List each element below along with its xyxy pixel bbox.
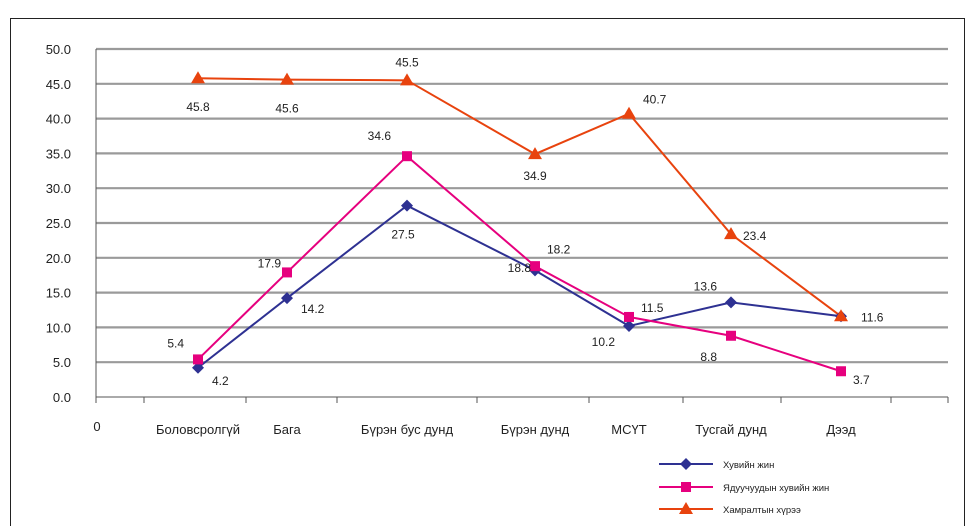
y-tick-label: 15.0 (46, 286, 71, 301)
data-point-series-1 (281, 292, 293, 305)
y-tick-label: 25.0 (46, 216, 71, 231)
legend-marker-3 (679, 502, 693, 514)
y-tick-label: 50.0 (46, 42, 71, 57)
legend-label: Ядуучуудын хувийн жин (723, 483, 829, 494)
line-chart: 0.0 5.0 10.0 15.0 20.0 25.0 30.0 35.0 40.0 45.0 50… (46, 42, 949, 516)
y-tick-label: 35.0 (46, 146, 71, 161)
data-label: 10.2 (592, 335, 616, 349)
data-point-series-3 (724, 227, 738, 240)
data-label: 23.4 (743, 229, 767, 243)
data-point-series-1 (401, 199, 413, 212)
data-label: 45.5 (395, 55, 419, 69)
data-point-series-2 (836, 366, 846, 377)
data-label: 34.9 (523, 169, 547, 183)
data-point-series-3 (191, 71, 205, 84)
data-point-series-3 (528, 147, 542, 160)
data-point-series-3 (400, 73, 414, 86)
data-point-series-2 (624, 311, 634, 322)
data-label: 5.4 (167, 336, 184, 350)
data-point-series-2 (402, 151, 412, 162)
category-label: МСҮТ (611, 422, 646, 437)
data-point-series-1 (623, 320, 635, 333)
x-origin-label: 0 (93, 419, 100, 434)
data-label: 14.2 (301, 302, 325, 316)
data-point-series-1 (192, 361, 204, 374)
y-tick-label: 30.0 (46, 181, 71, 196)
y-tick-label: 10.0 (46, 320, 71, 335)
data-label: 11.5 (641, 301, 664, 315)
category-label: Бүрэн бус дунд (361, 422, 454, 437)
category-label: Тусгай дунд (695, 422, 767, 437)
data-point-series-3 (834, 309, 848, 322)
data-point-series-2 (726, 330, 736, 341)
data-label: 18.8 (508, 261, 532, 275)
category-label: Боловсролгүй (156, 422, 240, 437)
y-tick-label: 5.0 (53, 355, 71, 370)
data-point-series-2 (530, 261, 540, 272)
data-label: 13.6 (694, 279, 718, 293)
data-label: 11.6 (861, 310, 884, 324)
y-tick-label: 0.0 (53, 390, 71, 405)
data-label: 45.6 (275, 102, 299, 116)
legend-label: Хамралтын хүрээ (723, 505, 801, 516)
data-label: 8.8 (700, 350, 717, 364)
data-point-series-2 (282, 267, 292, 278)
data-label: 18.2 (547, 242, 571, 256)
category-label: Бүрэн дунд (501, 422, 570, 437)
legend-label: Хувийн жин (723, 460, 774, 471)
chart-frame: 0.0 5.0 10.0 15.0 20.0 25.0 30.0 35.0 40.0 45.0 50… (10, 18, 965, 526)
data-label: 4.2 (212, 374, 229, 388)
data-label: 27.5 (391, 228, 415, 242)
y-tick-label: 20.0 (46, 251, 71, 266)
y-tick-label: 45.0 (46, 77, 71, 92)
data-label: 40.7 (643, 93, 667, 107)
data-label: 45.8 (186, 100, 210, 114)
legend-marker-1 (680, 458, 692, 470)
data-label: 34.6 (368, 129, 392, 143)
data-point-series-3 (280, 72, 294, 85)
legend-marker-2 (681, 482, 691, 492)
data-label: 17.9 (258, 256, 282, 270)
data-point-series-1 (725, 296, 737, 309)
category-label: Бага (273, 422, 301, 437)
data-point-series-2 (193, 354, 203, 365)
data-point-series-3 (622, 106, 636, 119)
data-label: 3.7 (853, 373, 870, 387)
y-tick-label: 40.0 (46, 112, 71, 127)
category-label: Дээд (826, 422, 856, 437)
